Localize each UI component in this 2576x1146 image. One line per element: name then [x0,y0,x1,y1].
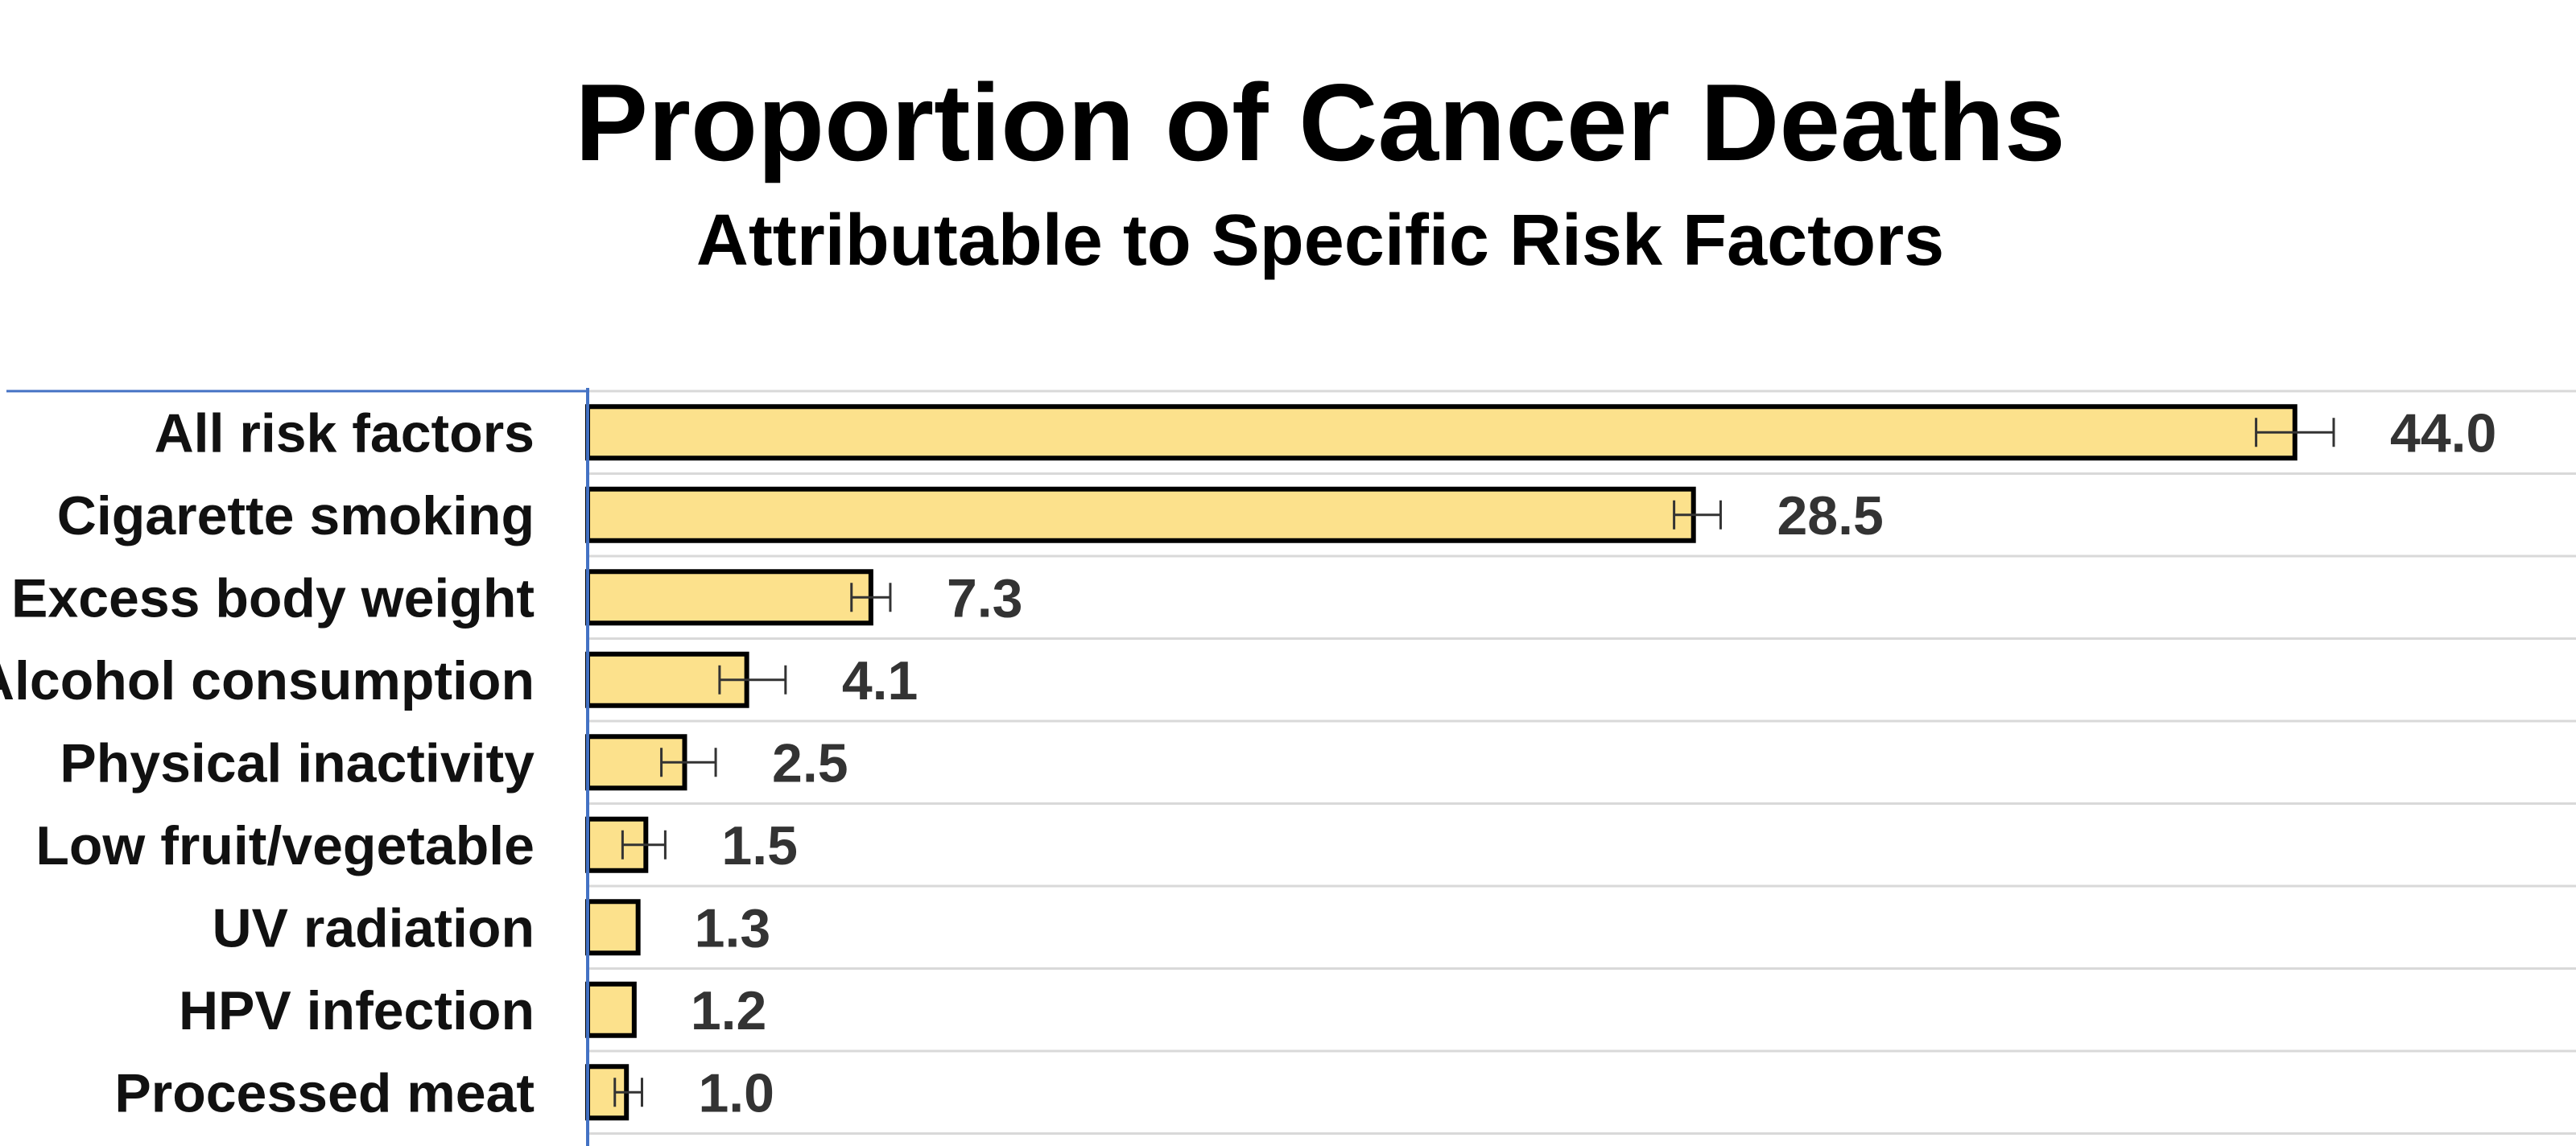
category-label: HPV infection [179,980,535,1041]
data-label: 1.2 [691,980,767,1041]
chart-title: Proportion of Cancer Deaths [575,61,2066,183]
data-label: 1.0 [698,1062,774,1123]
error-bars [613,418,2335,1107]
axis [6,388,589,1146]
data-label: 4.1 [842,650,919,711]
chart-subtitle: Attributable to Specific Risk Factors [696,200,1945,281]
gridlines [588,390,2576,1135]
category-labels: All risk factors Cigarette smoking Excess … [0,402,535,1123]
data-label: 1.5 [721,815,798,876]
bar [585,899,641,956]
value-labels: 44.0 28.5 7.3 4.1 2.5 1.5 1.3 1.2 1.0 [691,402,2497,1123]
category-label: All risk factors [155,402,535,464]
category-label: UV radiation [213,897,535,958]
category-label: Alcohol consumption [0,650,535,711]
bar [585,569,873,626]
data-label: 44.0 [2390,402,2496,464]
data-label: 1.3 [695,897,771,958]
bar [585,981,637,1038]
category-label: Cigarette smoking [57,485,535,546]
category-label: Low fruit/vegetable [35,815,535,876]
data-label: 28.5 [1777,485,1883,546]
data-label: 2.5 [772,732,848,794]
data-label: 7.3 [947,567,1023,629]
category-label: Processed meat [114,1062,535,1123]
bar [585,404,2297,461]
bars [585,404,2297,1121]
category-label: Excess body weight [11,567,535,629]
category-label: Physical inactivity [60,732,535,794]
bar [585,486,1696,543]
